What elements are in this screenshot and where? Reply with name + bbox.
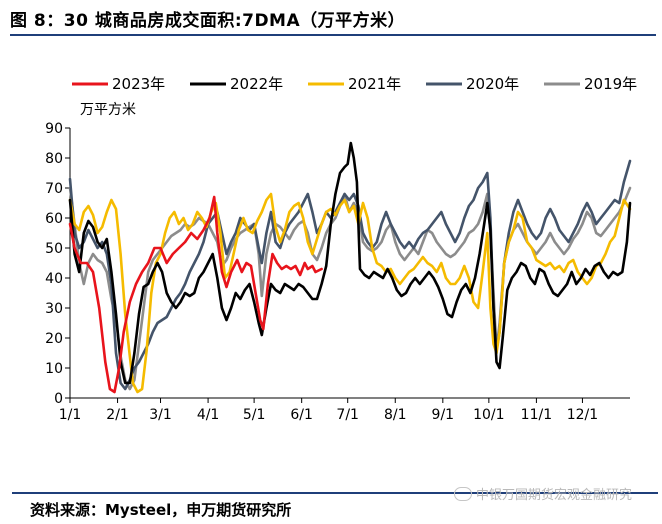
axes: 0 10 20 30 40 50 60 70 80 90 1/1 2/1 3/1 4/1 5/1 6/1 7/1… <box>45 121 630 423</box>
x-tick-label: 11/1 <box>521 407 552 423</box>
line-chart: 2023年 2022年 2021年 2020年 2019年 万平方米 0 10 20 30 40… <box>45 75 637 423</box>
x-tick-label: 8/1 <box>384 407 407 423</box>
x-tick-label: 1/1 <box>59 407 82 423</box>
y-tick-label: 50 <box>45 241 63 257</box>
watermark: 中银万国期货宏观金融研究 <box>453 484 632 503</box>
y-axis-unit-label: 万平方米 <box>80 102 136 118</box>
y-tick-label: 60 <box>45 211 63 227</box>
x-tick-label: 10/1 <box>473 407 504 423</box>
legend-label: 2023年 <box>112 75 165 93</box>
legend-label: 2021年 <box>348 75 401 93</box>
series-line-2021年 <box>68 192 632 394</box>
footer-divider <box>12 492 658 494</box>
x-tick-label: 12/1 <box>567 407 598 423</box>
y-tick-label: 30 <box>45 301 63 317</box>
legend-label: 2020年 <box>466 75 519 93</box>
x-tick-label: 5/1 <box>243 407 266 423</box>
source-note: 资料来源：Mysteel，申万期货研究所 <box>30 501 292 519</box>
x-tick-label: 6/1 <box>290 407 313 423</box>
y-tick-label: 0 <box>54 391 63 407</box>
series-line-2022年 <box>68 141 632 385</box>
series-line-2020年 <box>68 159 632 391</box>
y-tick-label: 20 <box>45 331 63 347</box>
x-tick-label: 3/1 <box>149 407 172 423</box>
y-tick-label: 40 <box>45 271 63 287</box>
x-tick-label: 4/1 <box>197 407 220 423</box>
watermark-text: 中银万国期货宏观金融研究 <box>475 488 632 503</box>
y-tick-label: 90 <box>45 121 63 137</box>
wechat-icon <box>453 487 472 501</box>
legend: 2023年 2022年 2021年 2020年 2019年 <box>72 75 637 93</box>
legend-label: 2019年 <box>584 75 637 93</box>
chart-title: 图 8：30 城商品房成交面积:7DMA（万平方米） <box>10 11 406 31</box>
title-divider <box>10 34 656 36</box>
series-line-2023年 <box>68 195 323 394</box>
x-tick-label: 2/1 <box>106 407 129 423</box>
x-tick-label: 9/1 <box>432 407 455 423</box>
y-tick-label: 10 <box>45 361 63 377</box>
y-tick-label: 70 <box>45 181 63 197</box>
legend-label: 2022年 <box>230 75 283 93</box>
x-tick-label: 7/1 <box>336 407 359 423</box>
series-group <box>68 141 632 394</box>
y-tick-label: 80 <box>45 151 63 167</box>
